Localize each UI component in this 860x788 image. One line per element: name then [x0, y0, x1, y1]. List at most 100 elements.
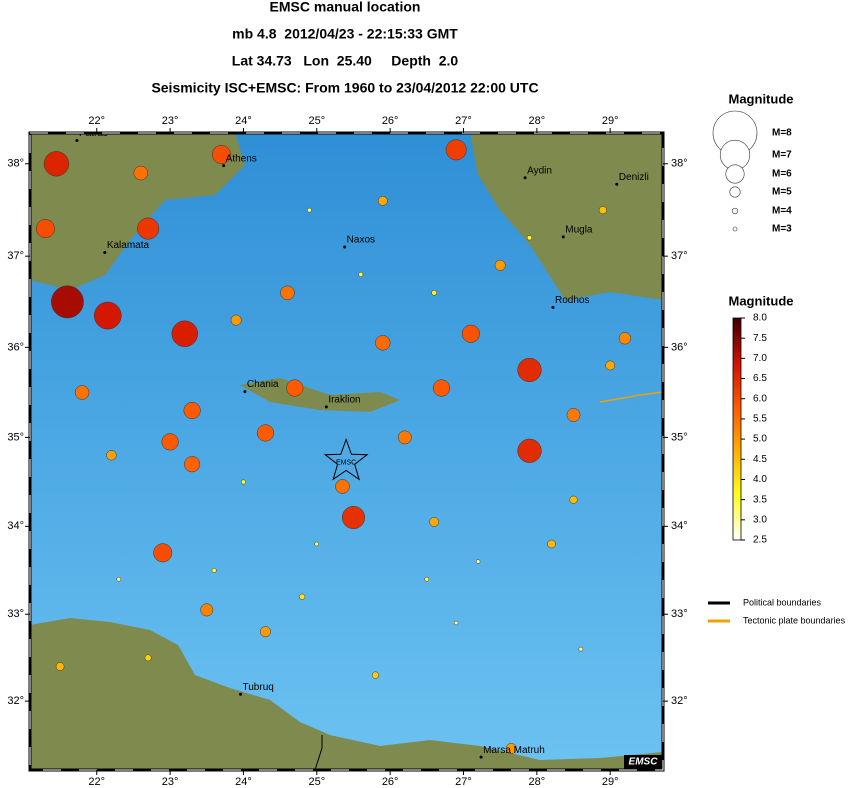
event [137, 217, 160, 240]
event [93, 301, 122, 330]
colorbar [732, 317, 742, 541]
event [475, 559, 481, 564]
greece [30, 133, 245, 290]
colorbar-tick-label: 6.0 [753, 393, 767, 404]
colorbar-tick-label: 7.0 [753, 353, 767, 364]
size-legend-label: M=5 [772, 187, 792, 198]
event [144, 654, 152, 662]
x-tick-label: 27° [455, 776, 472, 788]
colorbar-tick-label: 2.5 [753, 535, 767, 546]
event [341, 505, 365, 529]
city-marker [343, 245, 347, 249]
city-label: Naxos [347, 235, 375, 246]
africa [30, 618, 663, 770]
event [569, 495, 578, 504]
event [517, 357, 542, 383]
event [377, 196, 388, 206]
y-tick-label: 33° [7, 608, 24, 620]
event [517, 438, 542, 463]
size-legend-label: M=7 [772, 150, 792, 161]
x-tick-label-top: 24° [235, 115, 252, 127]
city-marker [103, 250, 107, 254]
event [240, 479, 246, 485]
event [133, 165, 149, 181]
event [211, 567, 217, 573]
city-label: Tubruq [243, 682, 274, 693]
colorbar-tick-label: 4.5 [753, 454, 767, 465]
event [431, 290, 437, 296]
size-legend-title: Magnitude [729, 91, 794, 106]
size-legend-label: M=8 [772, 128, 792, 139]
event [51, 285, 84, 319]
y-tick-label-right: 35° [671, 431, 688, 443]
city-label: Rodhos [555, 295, 589, 306]
colorbar-tick-label: 3.0 [753, 514, 767, 525]
y-tick-label-right: 38° [671, 158, 688, 170]
event [43, 151, 70, 177]
y-tick-label: 37° [7, 250, 24, 262]
event [259, 626, 271, 638]
event [397, 430, 412, 445]
event [286, 379, 304, 397]
x-tick-label: 29° [602, 776, 619, 788]
x-tick-label: 26° [382, 776, 399, 788]
city-label: Chania [247, 379, 279, 390]
city-marker [615, 182, 619, 186]
event [453, 620, 459, 626]
event [505, 743, 517, 754]
city-label: Iraklion [328, 395, 360, 406]
event [578, 646, 584, 652]
size-legend-circle [729, 186, 741, 198]
x-tick-label: 24° [235, 776, 252, 788]
events [35, 139, 631, 754]
size-legend-circle [732, 226, 738, 232]
event [74, 385, 90, 400]
city-marker [551, 305, 555, 309]
x-tick-label-top: 25° [308, 115, 325, 127]
city-marker [75, 138, 79, 142]
event [230, 314, 242, 326]
colorbar-tick-label: 8.0 [753, 313, 767, 324]
x-tick-label: 28° [529, 776, 546, 788]
x-tick-label: 25° [308, 776, 325, 788]
event [547, 539, 556, 549]
logo: EMSC [629, 757, 659, 768]
event [280, 285, 295, 301]
y-tick-label: 34° [7, 520, 24, 532]
x-tick-label-top: 22° [88, 115, 105, 127]
event [55, 662, 65, 671]
event [494, 259, 506, 271]
y-tick-label: 32° [7, 695, 24, 707]
colorbar-tick-label: 5.5 [753, 414, 767, 425]
event [335, 479, 350, 494]
city-marker [243, 390, 247, 394]
epicenter [323, 438, 369, 481]
city-label: Patras [79, 128, 108, 139]
event [429, 517, 439, 527]
line-legend-label: Political boundaries [743, 597, 822, 607]
city-label: Marsa Matruh [483, 745, 545, 756]
x-tick-label: 22° [88, 776, 105, 788]
colorbar-tick-label: 3.5 [753, 494, 767, 505]
city-label: Athens [226, 153, 257, 164]
y-tick-label-right: 32° [671, 695, 688, 707]
city-marker [479, 755, 483, 759]
political-boundary [314, 735, 323, 770]
city-marker [239, 692, 243, 696]
event [106, 450, 117, 461]
city-label: Aydin [527, 165, 552, 176]
event [183, 401, 201, 420]
colorbar-title: Magnitude [729, 293, 794, 308]
size-legend-label: M=6 [772, 169, 792, 180]
x-tick-label-top: 28° [529, 115, 546, 127]
x-tick-label-top: 29° [602, 115, 619, 127]
event [358, 272, 364, 277]
event [526, 235, 533, 241]
map: Patras Athens Kalamata Naxos Aydin Denizli Mug… [30, 128, 663, 770]
city-label: Denizli [619, 172, 649, 183]
size-legend-label: M=4 [772, 206, 792, 217]
y-tick-label-right: 36° [671, 341, 688, 353]
colorbar-tick-label: 5.0 [753, 434, 767, 445]
event [299, 593, 306, 600]
x-tick-label-top: 26° [382, 115, 399, 127]
